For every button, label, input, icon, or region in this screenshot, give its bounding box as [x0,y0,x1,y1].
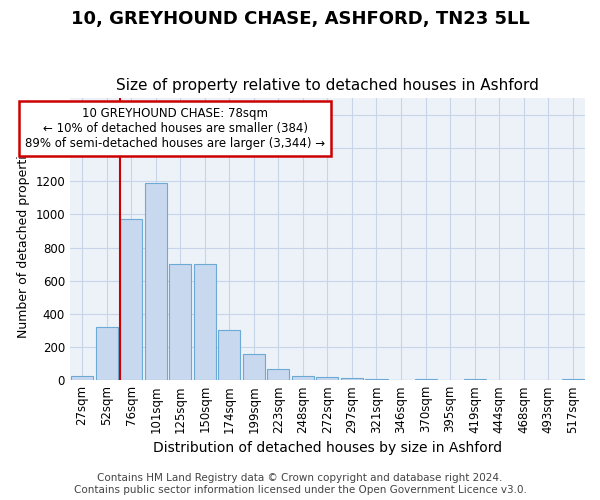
Bar [169,264,191,380]
Bar [194,264,216,380]
Bar [71,376,93,380]
Y-axis label: Number of detached properties: Number of detached properties [17,141,29,338]
Text: 10 GREYHOUND CHASE: 78sqm
← 10% of detached houses are smaller (384)
89% of semi: 10 GREYHOUND CHASE: 78sqm ← 10% of detac… [25,106,325,150]
Bar [120,220,142,380]
Bar [415,379,437,380]
Bar [268,368,289,380]
Bar [464,378,485,380]
Bar [562,378,584,380]
Text: 10, GREYHOUND CHASE, ASHFORD, TN23 5LL: 10, GREYHOUND CHASE, ASHFORD, TN23 5LL [71,10,529,28]
X-axis label: Distribution of detached houses by size in Ashford: Distribution of detached houses by size … [153,441,502,455]
Title: Size of property relative to detached houses in Ashford: Size of property relative to detached ho… [116,78,539,93]
Bar [218,330,241,380]
Bar [243,354,265,380]
Bar [365,379,388,380]
Bar [316,377,338,380]
Bar [341,378,363,380]
Bar [95,327,118,380]
Text: Contains HM Land Registry data © Crown copyright and database right 2024.
Contai: Contains HM Land Registry data © Crown c… [74,474,526,495]
Bar [292,376,314,380]
Bar [145,183,167,380]
